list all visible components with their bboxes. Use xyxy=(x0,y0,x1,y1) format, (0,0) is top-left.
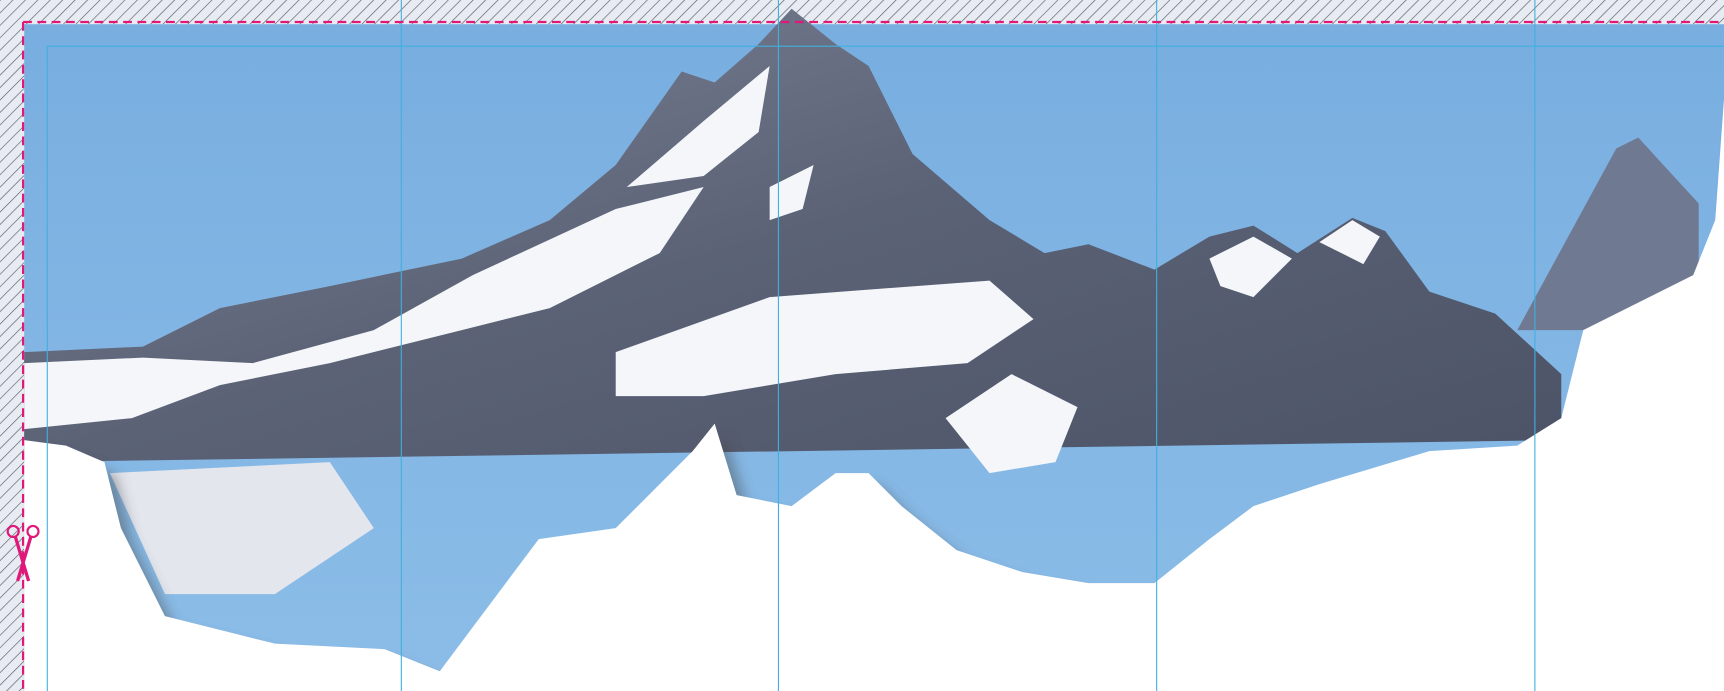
snow xyxy=(24,66,1380,595)
torn-paper xyxy=(24,99,1724,691)
bleed-top xyxy=(0,0,1724,25)
guides xyxy=(46,0,1724,691)
scissors-icon xyxy=(6,524,40,582)
bleed-left xyxy=(0,0,25,691)
mountain-right-peak xyxy=(1517,137,1699,331)
bleed-line xyxy=(21,20,1724,691)
mountain xyxy=(24,8,1562,463)
